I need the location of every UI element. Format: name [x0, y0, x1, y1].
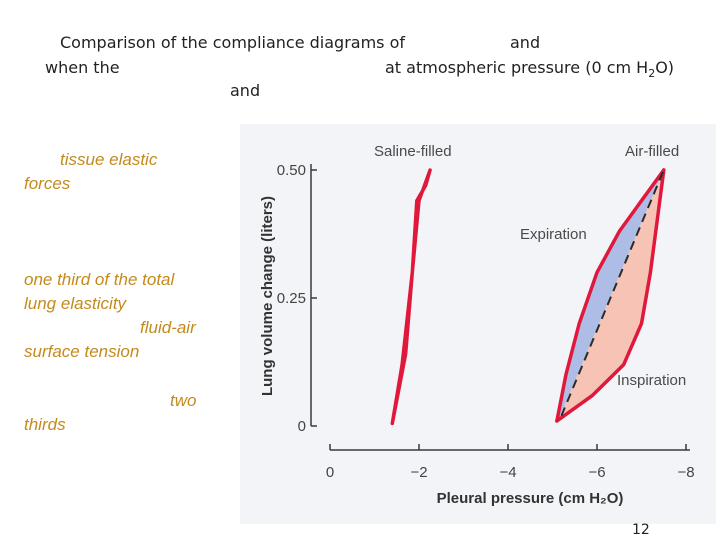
title-line-1-part-b: and	[510, 33, 541, 52]
y-tick-label: 0.25	[277, 290, 306, 307]
y-axis-label: Lung volume change (liters)	[259, 196, 276, 396]
side-paragraph-2: one third of the total lung elasticity f…	[24, 268, 196, 364]
inspiration-area	[556, 170, 664, 421]
side-paragraph-1: tissue elastic forces	[24, 148, 157, 196]
title-line-3: and	[230, 81, 261, 100]
title-line-2-end: at atmospheric pressure (0 cm H2O)	[385, 58, 674, 80]
x-tick-label: −8	[677, 464, 694, 481]
title-line-1: Comparison of the compliance diagrams of…	[60, 33, 540, 52]
side-paragraph-3: two thirds	[24, 389, 196, 437]
side-p2-line1: one third of the total	[24, 270, 175, 289]
x-tick-label: −2	[410, 464, 427, 481]
y-tick-label: 0	[298, 418, 306, 435]
air-filled-label: Air-filled	[625, 143, 679, 160]
title-line-2-subscript: 2	[648, 67, 656, 81]
x-tick-label: 0	[326, 464, 334, 481]
side-p3-line1: two	[170, 391, 197, 410]
side-p2-line4: surface tension	[24, 342, 140, 361]
title-line-2-part-b: at atmospheric pressure (0 cm H	[385, 58, 649, 77]
x-tick-label: −6	[588, 464, 605, 481]
side-p1-line2: forces	[24, 174, 71, 193]
title-line-2-part-c: O)	[655, 58, 675, 77]
title-line-2-start: when the	[45, 58, 120, 77]
page-number: 12	[632, 522, 650, 538]
side-p3-line2: thirds	[24, 415, 66, 434]
title-line-1-part-a: Comparison of the compliance diagrams of	[60, 33, 405, 52]
x-axis-label: Pleural pressure (cm H₂O)	[437, 490, 624, 507]
y-tick-label: 0.50	[277, 162, 306, 179]
expiration-label: Expiration	[520, 226, 587, 243]
side-p2-line2: lung elasticity	[24, 294, 127, 313]
saline-filled-label: Saline-filled	[374, 143, 452, 160]
saline-filled-curve	[390, 168, 432, 426]
inspiration-label: Inspiration	[617, 372, 686, 389]
side-p1-line1: tissue elastic	[60, 150, 158, 169]
compliance-chart: 0 −2 −4 −6 −8 0 0.25 0.50 Pleural pressure (cm…	[240, 124, 716, 524]
x-tick-label: −4	[499, 464, 516, 481]
y-axis-ticks: 0 0.25 0.50	[277, 162, 317, 435]
side-p2-line3: fluid-air	[140, 318, 196, 337]
air-filled-inspiration-curve	[555, 168, 666, 423]
x-axis-ticks: 0 −2 −4 −6 −8	[326, 444, 695, 481]
air-filled-expiration-curve	[555, 168, 666, 423]
